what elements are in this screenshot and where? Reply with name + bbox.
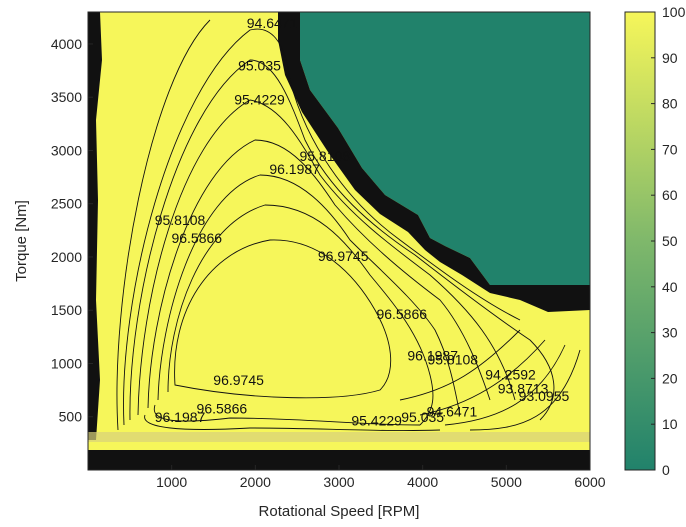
contour-lines — [116, 19, 581, 432]
x-tick-label: 5000 — [491, 474, 522, 490]
colorbar-tick-label: 40 — [662, 279, 678, 295]
contour-label: 95.035 — [401, 409, 444, 425]
colorbar-tick-label: 80 — [662, 96, 678, 112]
contour-label: 94.6471 — [427, 404, 478, 420]
y-tick-label: 3500 — [51, 89, 82, 105]
colorbar-ticks: 0 10 20 30 40 50 60 70 80 90 100 — [651, 4, 686, 478]
colorbar-tick-label: 0 — [662, 462, 670, 478]
colorbar-tick-label: 30 — [662, 325, 678, 341]
contour-label: 95.035 — [238, 58, 281, 74]
x-ticks: 1000 2000 3000 4000 5000 6000 — [156, 465, 606, 490]
contour-label-layer: 94.647195.03595.422995.810896.198796.586… — [155, 15, 570, 428]
contour-label: 95.4229 — [351, 412, 402, 428]
contour-label: 96.5866 — [197, 401, 248, 417]
x-tick-label: 4000 — [407, 474, 438, 490]
y-axis-label: Torque [Nm] — [13, 200, 30, 282]
y-ticks: 500 1000 1500 2000 2500 3000 3500 4000 — [51, 36, 93, 425]
contour-label: 96.1987 — [155, 409, 206, 425]
plot-region — [88, 12, 590, 470]
x-tick-label: 6000 — [574, 474, 605, 490]
x-tick-label: 2000 — [240, 474, 271, 490]
infeasible-region — [300, 12, 590, 285]
colorbar-tick-label: 10 — [662, 416, 678, 432]
contour-label: 96.9745 — [318, 248, 369, 264]
y-tick-label: 3000 — [51, 142, 82, 158]
colorbar-tick-label: 90 — [662, 50, 678, 66]
contour-label: 96.1987 — [407, 347, 458, 363]
colorbar-tick-label: 20 — [662, 370, 678, 386]
contour-label: 95.8108 — [155, 212, 206, 228]
contour-label: 96.5866 — [171, 230, 222, 246]
colorbar-tick-label: 70 — [662, 141, 678, 157]
contour-label: 94.6471 — [247, 15, 298, 31]
y-tick-label: 500 — [59, 409, 83, 425]
contour-label: 96.9745 — [213, 372, 264, 388]
colorbar-tick-label: 60 — [662, 187, 678, 203]
bottom-contour-band — [88, 450, 590, 470]
contour-label: 95.4229 — [234, 92, 285, 108]
contour-label: 95.8108 — [427, 352, 478, 368]
y-tick-label: 4000 — [51, 36, 82, 52]
x-axis-label: Rotational Speed [RPM] — [259, 503, 420, 520]
contour-label: 93.8713 — [498, 380, 549, 396]
left-contour-band — [88, 12, 102, 440]
colorbar — [624, 11, 656, 471]
x-tick-label: 3000 — [323, 474, 354, 490]
x-tick-label: 1000 — [156, 474, 187, 490]
colorbar-tick-label: 50 — [662, 233, 678, 249]
y-tick-label: 2000 — [51, 249, 82, 265]
colorbar-tick-label: 100 — [662, 4, 686, 20]
contour-label: 96.1987 — [269, 161, 320, 177]
contour-label: 96.5866 — [376, 306, 427, 322]
contour-label: 94.2592 — [485, 366, 536, 382]
y-tick-label: 1000 — [51, 355, 82, 371]
y-tick-label: 2500 — [51, 196, 82, 212]
contour-label: 95.8108 — [299, 148, 350, 164]
y-tick-label: 1500 — [51, 302, 82, 318]
contour-label: 93.0955 — [519, 388, 570, 404]
boundary-contour-band — [278, 12, 590, 312]
